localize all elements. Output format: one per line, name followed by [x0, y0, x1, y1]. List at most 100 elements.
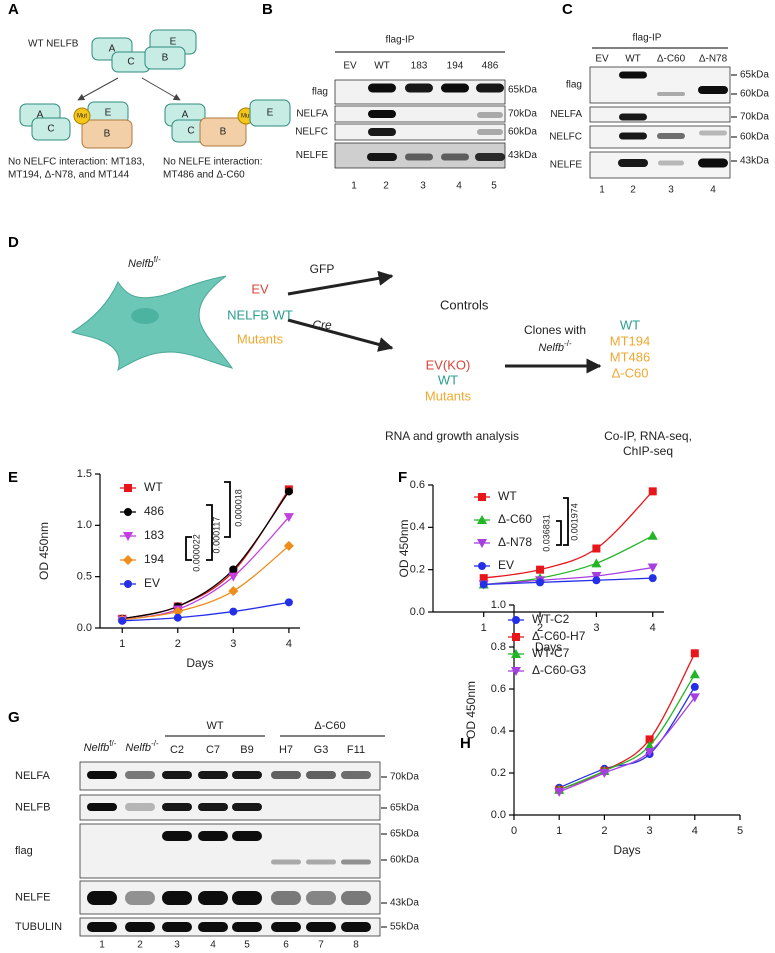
subunit-label: E [105, 108, 112, 119]
row-label: NELFC [295, 127, 328, 138]
band [198, 771, 228, 779]
band [232, 803, 262, 811]
arrow [287, 270, 394, 296]
blot [79, 917, 381, 937]
band [658, 160, 684, 166]
row-label: flag [312, 87, 328, 98]
subunit [199, 117, 247, 147]
x-tick-label: 4 [650, 622, 656, 634]
gene: Nelfb [84, 742, 110, 754]
lane-number: 8 [353, 940, 359, 951]
band [341, 922, 371, 932]
point [690, 682, 699, 691]
legend-marker [478, 493, 486, 501]
x-tick-label: 5 [737, 825, 743, 837]
legend-label: WT-C7 [532, 646, 570, 660]
cre-product: Mutants [425, 388, 472, 403]
size-label: 43kDa [508, 150, 537, 161]
ip-title: flag-IP [633, 33, 662, 44]
legend-label: 194 [144, 552, 164, 566]
subunit-label: C [127, 57, 134, 68]
band [306, 771, 336, 779]
point [536, 578, 545, 587]
point [599, 769, 610, 778]
lane-number: 4 [456, 181, 462, 192]
p-value: 0.036831 [541, 514, 551, 552]
subunit-label: C [187, 126, 194, 137]
caption: MT486 and Δ-C60 [163, 170, 245, 181]
lane-number: 2 [630, 185, 636, 196]
row-label: flag [566, 80, 582, 91]
point [644, 740, 655, 750]
row-label: NELFE [296, 150, 329, 161]
legend-marker [123, 555, 133, 565]
band [698, 158, 728, 168]
panel-label: A [8, 1, 19, 18]
band [162, 831, 192, 841]
clones-genotype: Nelfb-/- [538, 339, 572, 354]
clone-label: C2 [170, 744, 184, 756]
wt-label: WT NELFB [28, 39, 79, 50]
size-label: 70kDa [740, 112, 769, 123]
legend-marker [478, 562, 486, 570]
row-label: TUBULIN [15, 921, 62, 933]
y-tick-label: 1.5 [77, 468, 92, 480]
band [125, 891, 155, 905]
band [618, 159, 648, 167]
point [592, 544, 601, 553]
arrow [287, 318, 394, 352]
lane-number: 5 [491, 181, 497, 192]
size-label: 43kDa [740, 156, 769, 167]
y-tick-label: 0.8 [491, 641, 506, 653]
band [405, 153, 433, 161]
point [228, 572, 239, 582]
x-tick-label: 2 [601, 825, 607, 837]
subunit-label: C [47, 124, 54, 135]
band [198, 922, 228, 932]
size-label: 60kDa [508, 127, 537, 138]
band [405, 83, 433, 93]
point [689, 693, 700, 703]
lane-number: 1 [599, 185, 605, 196]
point [689, 669, 700, 679]
point [690, 649, 699, 658]
fit-line [483, 490, 654, 579]
p-value: 0.000117 [211, 517, 221, 554]
analysis: RNA and growth analysis [385, 429, 519, 443]
band [368, 128, 396, 136]
y-tick-label: 0.0 [77, 622, 92, 634]
band [341, 771, 371, 779]
x-tick-label: 2 [175, 638, 181, 650]
row-label: NELFA [296, 109, 328, 120]
size-label: 60kDa [740, 132, 769, 143]
subunit-label: A [109, 44, 116, 55]
panel-label: F [398, 469, 407, 486]
cre-product: EV(KO) [426, 357, 471, 372]
clone-label: H7 [279, 744, 293, 756]
point [479, 580, 488, 589]
band [619, 71, 647, 79]
y-tick-label: 0.0 [410, 606, 425, 618]
controls-label: Controls [440, 297, 489, 312]
clone: WT [620, 317, 640, 332]
lane-label: 183 [411, 61, 428, 72]
x-axis-label: Days [186, 656, 213, 670]
band [271, 859, 301, 865]
lane-label: EV [595, 54, 609, 65]
band [441, 83, 469, 93]
x-tick-label: 3 [593, 622, 599, 634]
legend-label: Δ-C60 [498, 512, 532, 526]
legend-label: WT [498, 489, 517, 503]
point [591, 558, 602, 568]
mut-label: Mut [241, 114, 251, 120]
cell [70, 275, 234, 372]
legend-label: WT-C2 [532, 612, 570, 626]
x-axis-label: Days [613, 843, 640, 857]
group-label: WT [206, 720, 223, 732]
clone-label: C7 [206, 744, 220, 756]
clone: Δ-C60 [612, 365, 649, 380]
row-label: NELFB [15, 801, 50, 813]
x-tick-label: 3 [647, 825, 653, 837]
fit-line [122, 601, 289, 622]
significance-bracket [224, 481, 231, 538]
